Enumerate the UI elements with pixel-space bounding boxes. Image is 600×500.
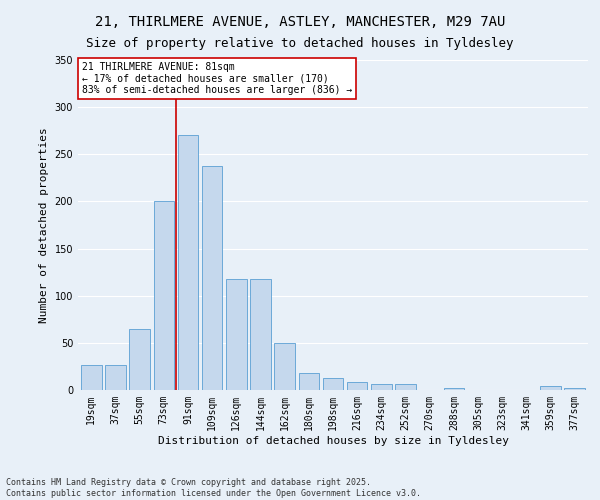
Bar — [443, 388, 464, 390]
Bar — [178, 136, 198, 390]
Text: Size of property relative to detached houses in Tyldesley: Size of property relative to detached ho… — [86, 38, 514, 51]
Bar — [105, 364, 126, 390]
Bar — [299, 373, 319, 390]
Bar — [323, 378, 343, 390]
Text: Contains HM Land Registry data © Crown copyright and database right 2025.
Contai: Contains HM Land Registry data © Crown c… — [6, 478, 421, 498]
Bar — [540, 386, 561, 390]
Bar — [250, 278, 271, 390]
Bar — [371, 384, 392, 390]
Bar — [202, 166, 223, 390]
X-axis label: Distribution of detached houses by size in Tyldesley: Distribution of detached houses by size … — [157, 436, 509, 446]
Bar — [130, 328, 150, 390]
Y-axis label: Number of detached properties: Number of detached properties — [39, 127, 49, 323]
Bar — [347, 382, 367, 390]
Text: 21, THIRLMERE AVENUE, ASTLEY, MANCHESTER, M29 7AU: 21, THIRLMERE AVENUE, ASTLEY, MANCHESTER… — [95, 15, 505, 29]
Bar — [565, 388, 585, 390]
Bar — [395, 384, 416, 390]
Bar — [274, 343, 295, 390]
Bar — [226, 278, 247, 390]
Bar — [81, 364, 101, 390]
Text: 21 THIRLMERE AVENUE: 81sqm
← 17% of detached houses are smaller (170)
83% of sem: 21 THIRLMERE AVENUE: 81sqm ← 17% of deta… — [82, 62, 352, 95]
Bar — [154, 202, 174, 390]
